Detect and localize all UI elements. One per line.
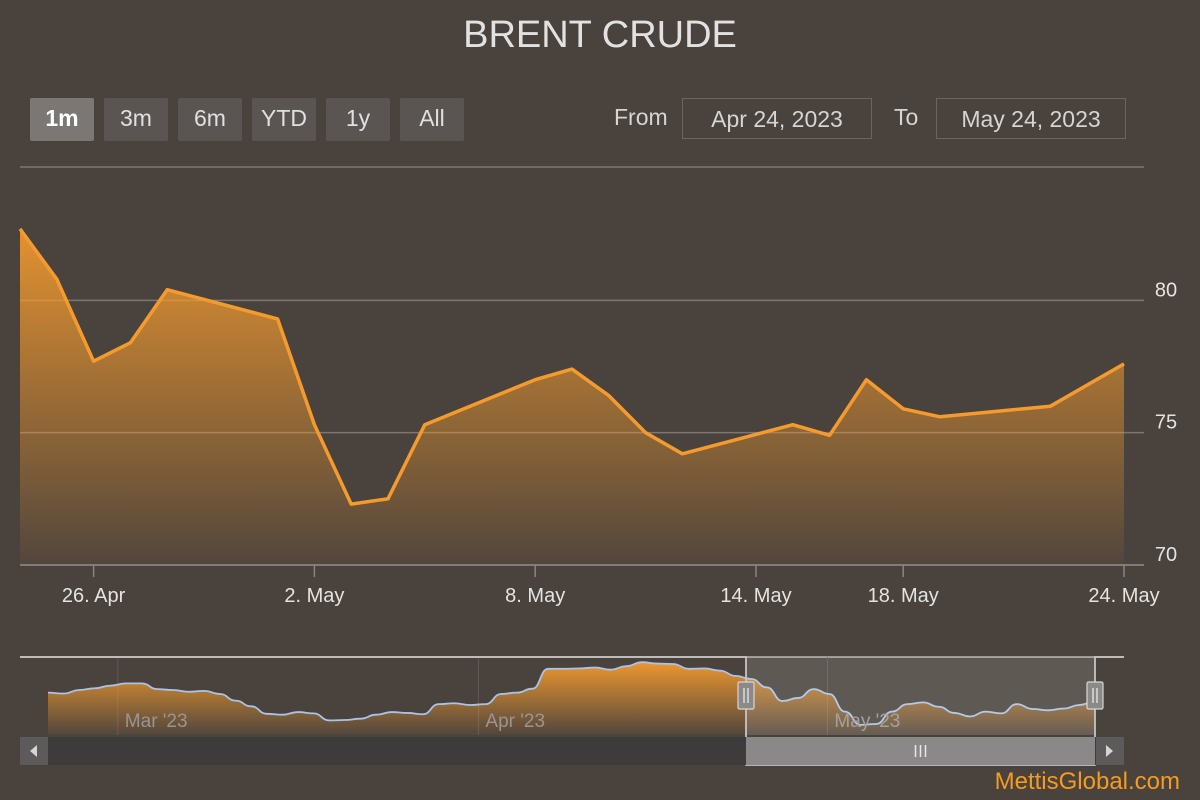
x-axis: 26. Apr 2. May 8. May 14. May 18. May 24. May [62, 565, 1160, 607]
price-line [18, 227, 1125, 506]
navigator-selection[interactable] [746, 657, 1095, 735]
chart-title: BRENT CRUDE [463, 14, 737, 56]
y-tick-label: 80 [1155, 279, 1177, 301]
credit-text[interactable]: MettisGlobal.com [994, 768, 1180, 795]
range-button-1m[interactable]: 1m [30, 98, 94, 141]
x-tick-label: 8. May [505, 585, 565, 607]
x-tick-label: 2. May [284, 585, 344, 607]
x-tick-label: 18. May [868, 585, 939, 607]
navigator-label: Apr '23 [485, 711, 545, 732]
range-button-3m[interactable]: 3m [104, 98, 168, 141]
range-button-1y[interactable]: 1y [326, 98, 390, 141]
navigator-label: May '23 [834, 711, 900, 732]
navigator-label: Mar '23 [125, 711, 188, 732]
to-date-input[interactable]: May 24, 2023 [936, 98, 1126, 139]
navigator-area [48, 662, 1095, 735]
range-button-all[interactable]: All [400, 98, 464, 141]
from-label: From [614, 104, 668, 130]
to-label: To [894, 104, 919, 130]
price-area [20, 228, 1124, 565]
y-tick-label: 75 [1155, 412, 1177, 434]
from-date-input[interactable]: Apr 24, 2023 [682, 98, 872, 139]
y-tick-label: 70 [1155, 544, 1177, 566]
range-button-ytd[interactable]: YTD [252, 98, 316, 141]
navigator-line [47, 661, 1096, 726]
y-axis: 70 75 80 [1155, 279, 1177, 566]
navigator-handle-right[interactable] [1086, 681, 1104, 710]
range-button-6m[interactable]: 6m [178, 98, 242, 141]
x-tick-label: 26. Apr [62, 585, 126, 607]
price-series [18, 227, 1125, 565]
navigator: Mar '23 Apr '23 May '23 [20, 656, 1124, 766]
navigator-handle-left[interactable] [737, 681, 755, 710]
x-tick-label: 24. May [1088, 585, 1159, 607]
chevron-right-icon [1106, 745, 1113, 757]
chevron-left-icon [30, 745, 37, 757]
x-tick-label: 14. May [720, 585, 791, 607]
